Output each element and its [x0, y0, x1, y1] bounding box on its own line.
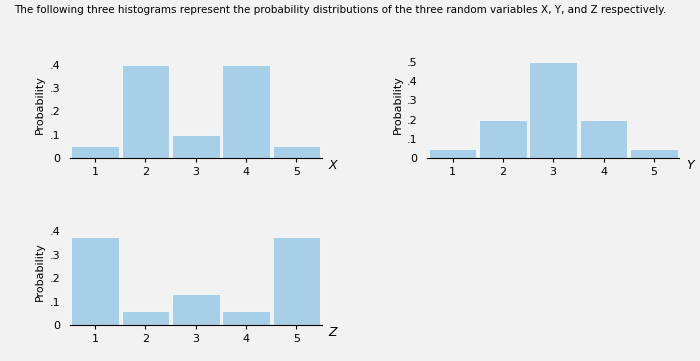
- Bar: [630, 148, 678, 158]
- Y-axis label: Probability: Probability: [36, 75, 46, 134]
- Bar: [272, 237, 321, 325]
- Y-axis label: Probability: Probability: [36, 242, 46, 301]
- Bar: [479, 120, 526, 158]
- Bar: [428, 148, 477, 158]
- Bar: [122, 65, 169, 158]
- Bar: [71, 147, 119, 158]
- Bar: [223, 65, 270, 158]
- Bar: [172, 135, 220, 158]
- Text: Z: Z: [328, 326, 337, 339]
- Bar: [122, 311, 169, 325]
- Y-axis label: Probability: Probability: [393, 75, 402, 134]
- Text: X: X: [328, 159, 337, 172]
- Bar: [529, 62, 577, 158]
- Bar: [580, 120, 627, 158]
- Bar: [272, 147, 321, 158]
- Text: The following three histograms represent the probability distributions of the th: The following three histograms represent…: [14, 5, 666, 16]
- Bar: [71, 237, 119, 325]
- Bar: [223, 311, 270, 325]
- Text: Y: Y: [686, 159, 694, 172]
- Bar: [172, 295, 220, 325]
